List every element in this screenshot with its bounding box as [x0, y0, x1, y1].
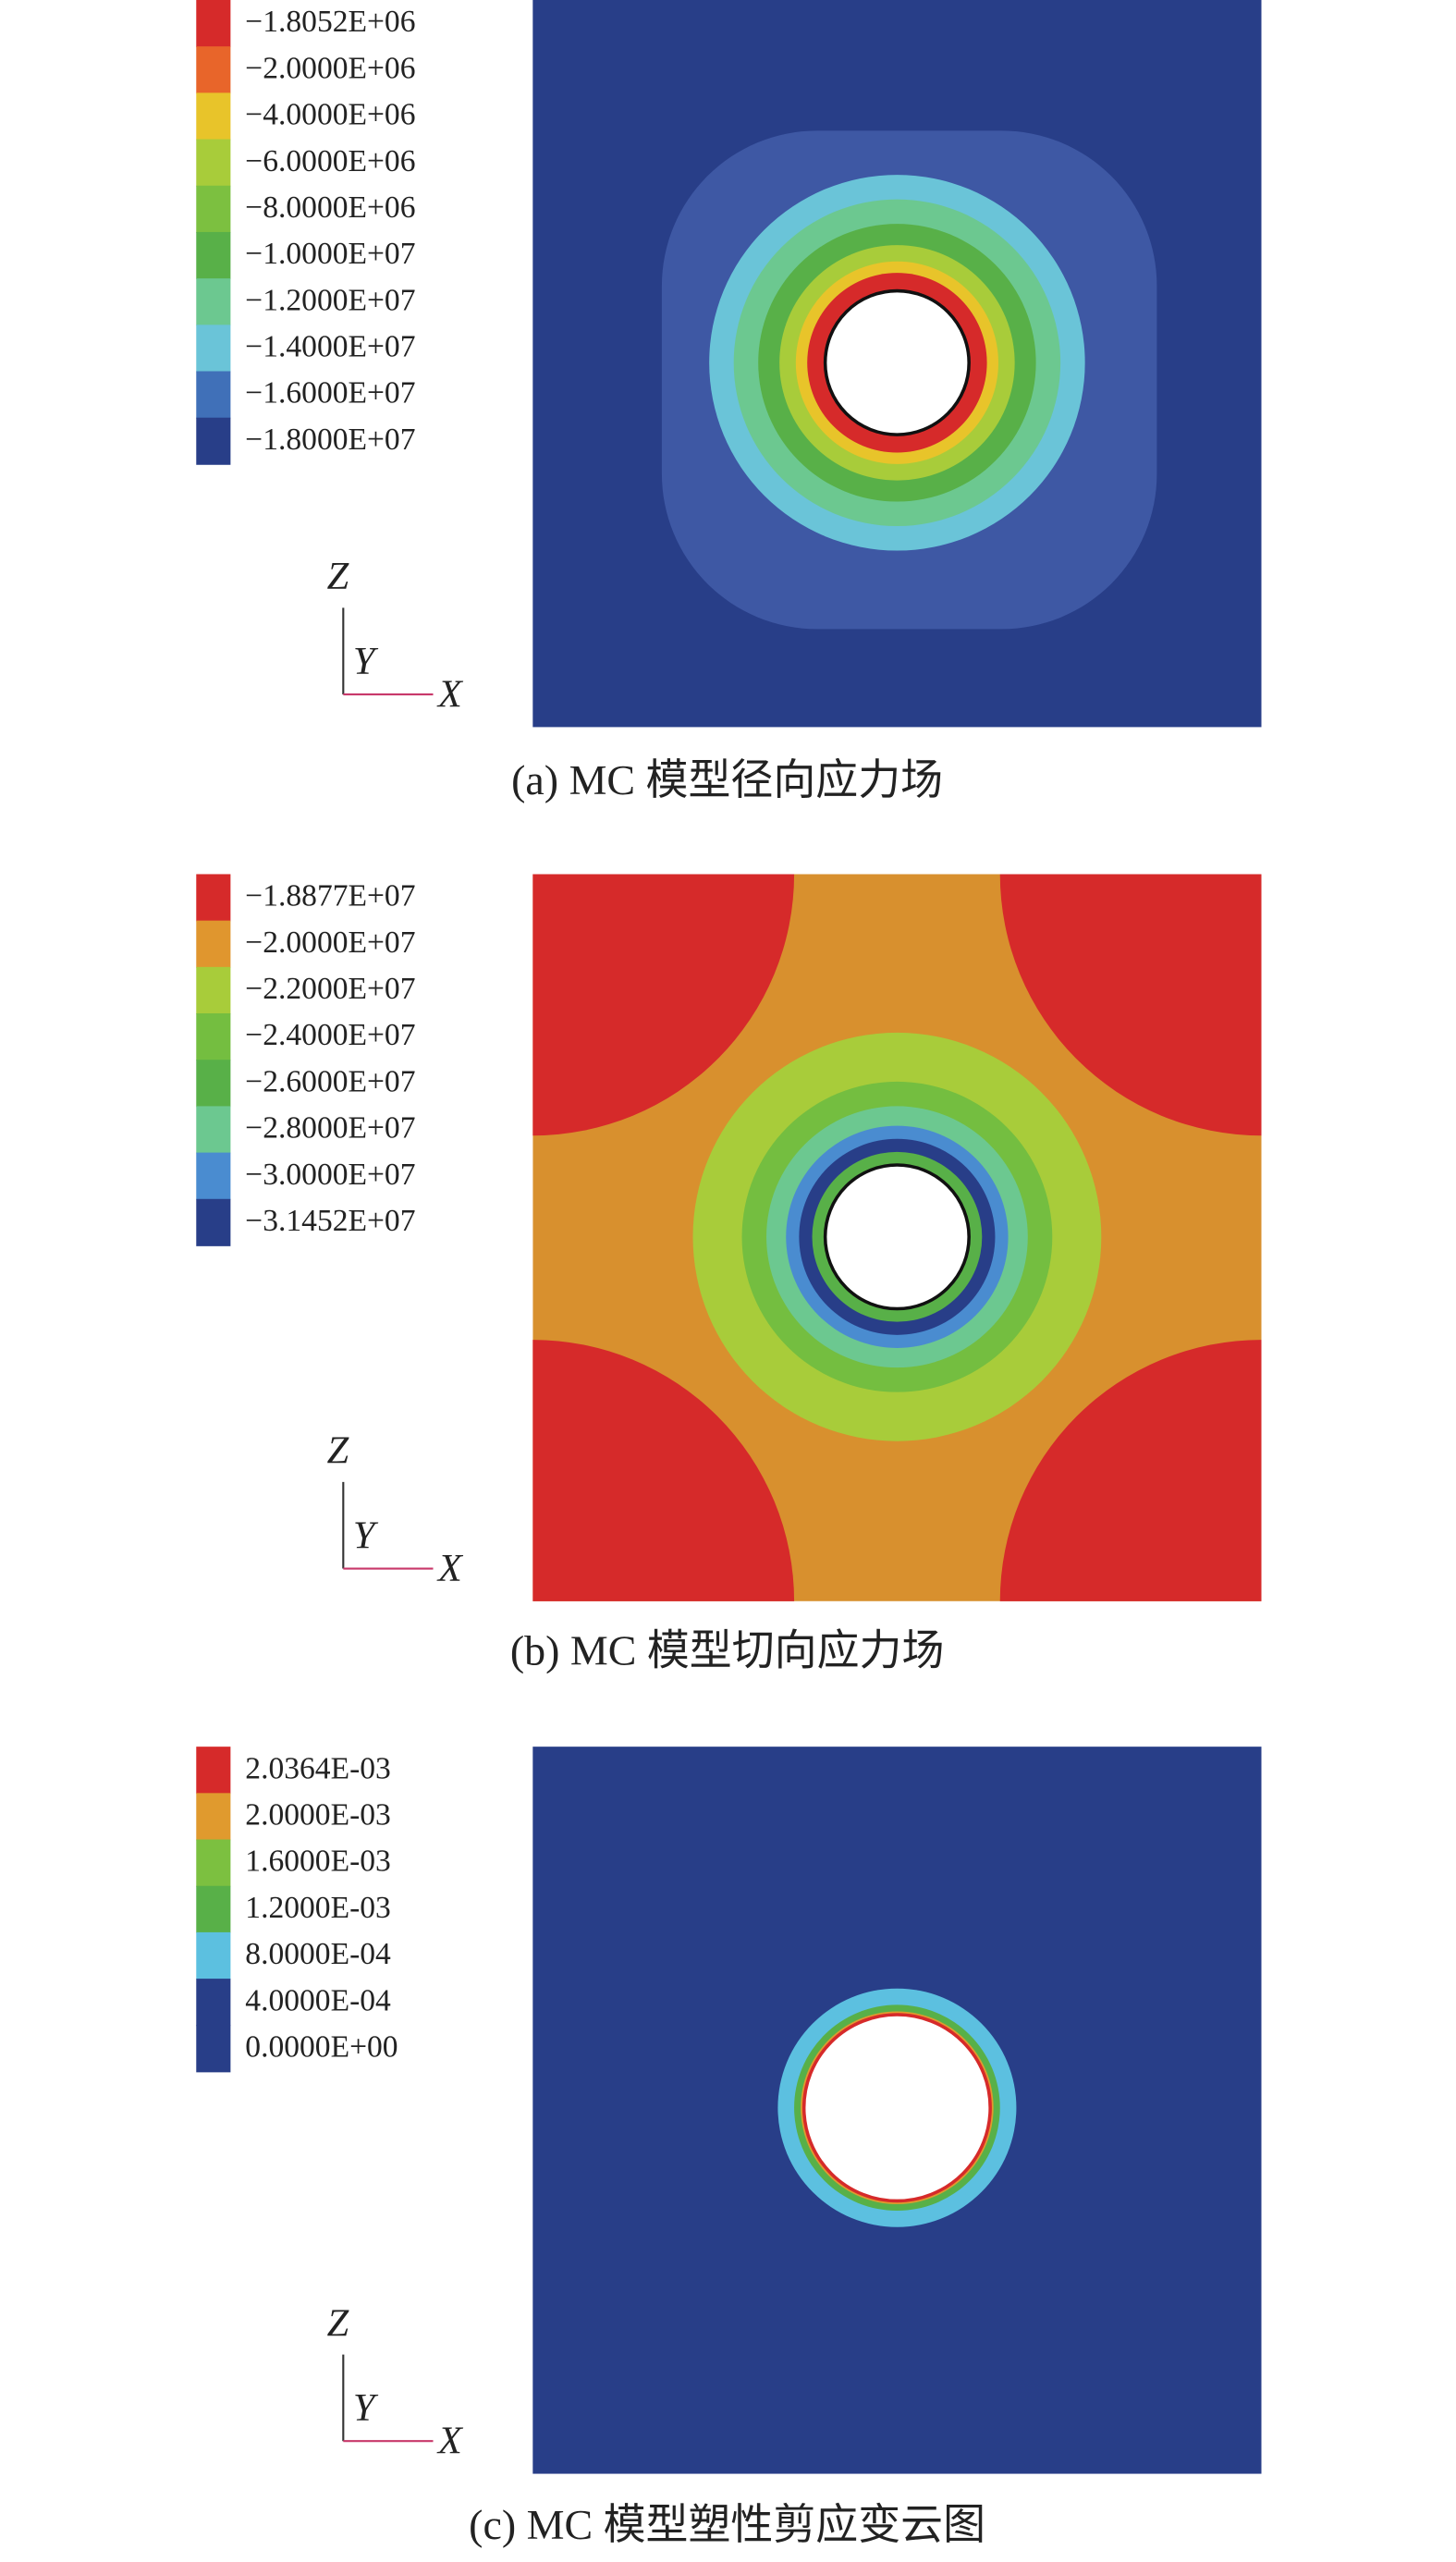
- legend-label: −2.2000E+07: [245, 972, 415, 1006]
- field: [999, 874, 1262, 1136]
- axis-label-x: X: [436, 2419, 464, 2462]
- legend-swatch: [196, 92, 231, 141]
- legend-label: −2.6000E+07: [245, 1064, 415, 1098]
- field: [999, 1340, 1262, 1601]
- legend-label: −4.0000E+06: [245, 98, 415, 132]
- legend-swatch: [196, 1931, 231, 1980]
- axis-label-z: Z: [327, 1429, 349, 1473]
- legend-label: −1.2000E+07: [245, 283, 415, 317]
- legend-swatch: [196, 278, 231, 326]
- legend-swatch: [196, 1013, 231, 1061]
- legend-label: −2.8000E+07: [245, 1111, 415, 1146]
- legend-swatch: [196, 1839, 231, 1887]
- legend-swatch: [196, 139, 231, 187]
- legend-label: −1.4000E+07: [245, 330, 415, 364]
- axis-label-x: X: [436, 672, 464, 716]
- axis-label-y: Y: [353, 2386, 379, 2430]
- legend-label: −1.0000E+07: [245, 237, 415, 271]
- legend-label: 1.2000E-03: [245, 1891, 391, 1925]
- axis-label-z: Z: [327, 555, 349, 598]
- legend-label: −1.8000E+07: [245, 423, 415, 457]
- legend-swatch: [196, 874, 231, 922]
- axis-label-x: X: [436, 1547, 464, 1590]
- field: [532, 1340, 794, 1601]
- legend-label: 4.0000E-04: [245, 1983, 391, 2017]
- legend-label: −3.0000E+07: [245, 1158, 415, 1192]
- legend-swatch: [196, 1747, 231, 1795]
- legend-swatch: [196, 1793, 231, 1841]
- legend-label: 1.6000E-03: [245, 1845, 391, 1879]
- legend-swatch: [196, 920, 231, 968]
- legend-label: −2.0000E+07: [245, 926, 415, 960]
- caption: (b) MC 模型切向应力场: [510, 1627, 945, 1674]
- legend-swatch: [196, 185, 231, 233]
- legend-swatch: [196, 1885, 231, 1933]
- legend-label: 0.0000E+00: [245, 2030, 398, 2065]
- legend-label: 2.0364E-03: [245, 1751, 391, 1785]
- legend-swatch: [196, 325, 231, 373]
- caption: (c) MC 模型塑性剪应变云图: [469, 2501, 985, 2548]
- hole: [823, 288, 971, 436]
- axis-label-y: Y: [353, 1514, 379, 1557]
- legend-swatch: [196, 417, 231, 465]
- axis-label-z: Z: [327, 2301, 349, 2345]
- legend-swatch: [196, 1198, 231, 1246]
- legend-swatch: [196, 1060, 231, 1108]
- legend-swatch: [196, 966, 231, 1014]
- contour-b: [532, 874, 1262, 1601]
- legend-label: −3.1452E+07: [245, 1204, 415, 1238]
- legend-label: −1.8052E+06: [245, 5, 415, 39]
- legend-swatch: [196, 231, 231, 280]
- legend-swatch: [196, 371, 231, 419]
- legend-swatch: [196, 1106, 231, 1154]
- legend-label: −1.8877E+07: [245, 879, 415, 913]
- legend-label: −2.4000E+07: [245, 1018, 415, 1052]
- caption: (a) MC 模型径向应力场: [511, 756, 943, 803]
- legend-label: −6.0000E+06: [245, 144, 415, 178]
- axis-label-y: Y: [353, 640, 379, 683]
- legend-label: −2.0000E+06: [245, 51, 415, 85]
- contour-c: [532, 1747, 1262, 2474]
- legend-swatch: [196, 1152, 231, 1200]
- hole: [801, 2013, 992, 2203]
- legend-label: −1.6000E+07: [245, 376, 415, 411]
- legend-swatch: [196, 1979, 231, 2027]
- legend-swatch: [196, 2025, 231, 2073]
- contour-a: [532, 0, 1262, 728]
- legend-swatch: [196, 46, 231, 94]
- legend-label: 8.0000E-04: [245, 1937, 391, 1971]
- field: [532, 874, 794, 1136]
- legend-label: −8.0000E+06: [245, 190, 415, 225]
- legend-swatch: [196, 0, 231, 48]
- legend-label: 2.0000E-03: [245, 1798, 391, 1833]
- hole: [823, 1163, 971, 1311]
